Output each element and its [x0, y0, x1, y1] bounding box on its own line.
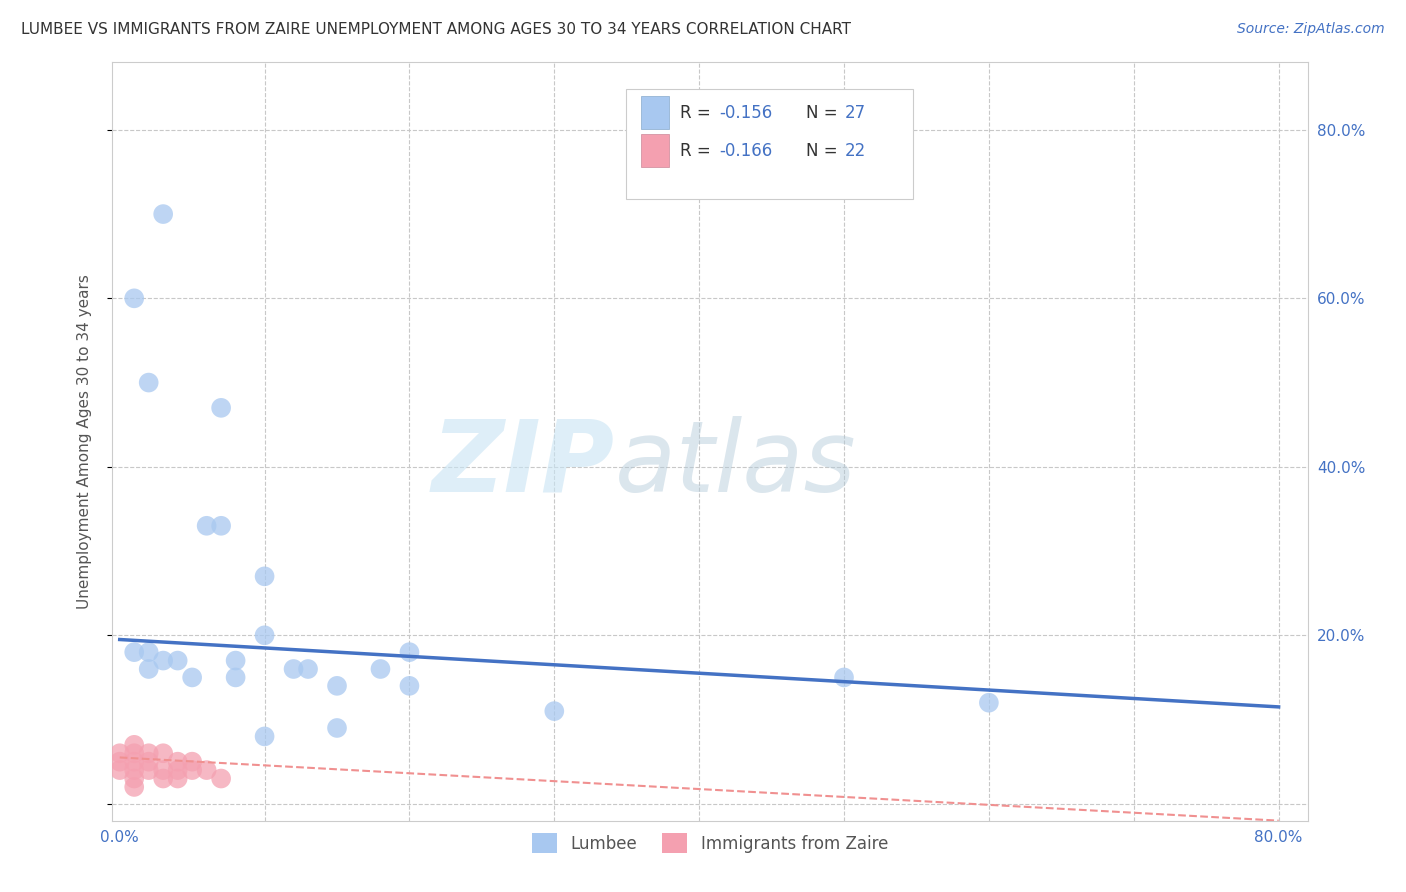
FancyBboxPatch shape — [627, 89, 914, 199]
Text: 27: 27 — [845, 104, 866, 122]
Point — [138, 662, 160, 676]
Point — [122, 780, 145, 794]
Text: atlas: atlas — [614, 416, 856, 513]
Point — [166, 763, 188, 777]
FancyBboxPatch shape — [641, 134, 669, 167]
Text: R =: R = — [681, 142, 716, 161]
Point — [108, 746, 131, 760]
Point — [122, 772, 145, 786]
Point — [832, 670, 855, 684]
Point — [152, 654, 174, 668]
Point — [166, 755, 188, 769]
Text: N =: N = — [806, 104, 842, 122]
Point — [326, 679, 349, 693]
Point — [543, 704, 565, 718]
Point — [977, 696, 1000, 710]
Point — [138, 645, 160, 659]
Point — [253, 569, 276, 583]
Point — [195, 518, 218, 533]
Text: N =: N = — [806, 142, 842, 161]
Point — [122, 291, 145, 305]
Point — [152, 772, 174, 786]
Legend: Lumbee, Immigrants from Zaire: Lumbee, Immigrants from Zaire — [524, 824, 896, 862]
FancyBboxPatch shape — [641, 95, 669, 129]
Point — [370, 662, 392, 676]
Point — [225, 670, 247, 684]
Point — [209, 401, 232, 415]
Point — [152, 746, 174, 760]
Text: -0.156: -0.156 — [720, 104, 773, 122]
Point — [152, 763, 174, 777]
Y-axis label: Unemployment Among Ages 30 to 34 years: Unemployment Among Ages 30 to 34 years — [77, 274, 91, 609]
Point — [398, 645, 420, 659]
Text: ZIP: ZIP — [432, 416, 614, 513]
Point — [122, 645, 145, 659]
Point — [195, 763, 218, 777]
Text: -0.166: -0.166 — [720, 142, 773, 161]
Text: LUMBEE VS IMMIGRANTS FROM ZAIRE UNEMPLOYMENT AMONG AGES 30 TO 34 YEARS CORRELATI: LUMBEE VS IMMIGRANTS FROM ZAIRE UNEMPLOY… — [21, 22, 851, 37]
Point — [166, 654, 188, 668]
Point — [283, 662, 305, 676]
Point — [326, 721, 349, 735]
Point — [108, 755, 131, 769]
Point — [181, 755, 204, 769]
Text: Source: ZipAtlas.com: Source: ZipAtlas.com — [1237, 22, 1385, 37]
Point — [297, 662, 319, 676]
Text: R =: R = — [681, 104, 716, 122]
Point — [152, 207, 174, 221]
Point — [122, 763, 145, 777]
Point — [122, 755, 145, 769]
Point — [209, 772, 232, 786]
Point — [122, 738, 145, 752]
Point — [225, 654, 247, 668]
Point — [398, 679, 420, 693]
Point — [253, 730, 276, 744]
Point — [138, 376, 160, 390]
Point — [253, 628, 276, 642]
Point — [138, 746, 160, 760]
Text: 22: 22 — [845, 142, 866, 161]
Point — [209, 518, 232, 533]
Point — [181, 670, 204, 684]
Point — [181, 763, 204, 777]
Point — [122, 746, 145, 760]
Point — [108, 763, 131, 777]
Point — [138, 763, 160, 777]
Point — [166, 772, 188, 786]
Point — [138, 755, 160, 769]
